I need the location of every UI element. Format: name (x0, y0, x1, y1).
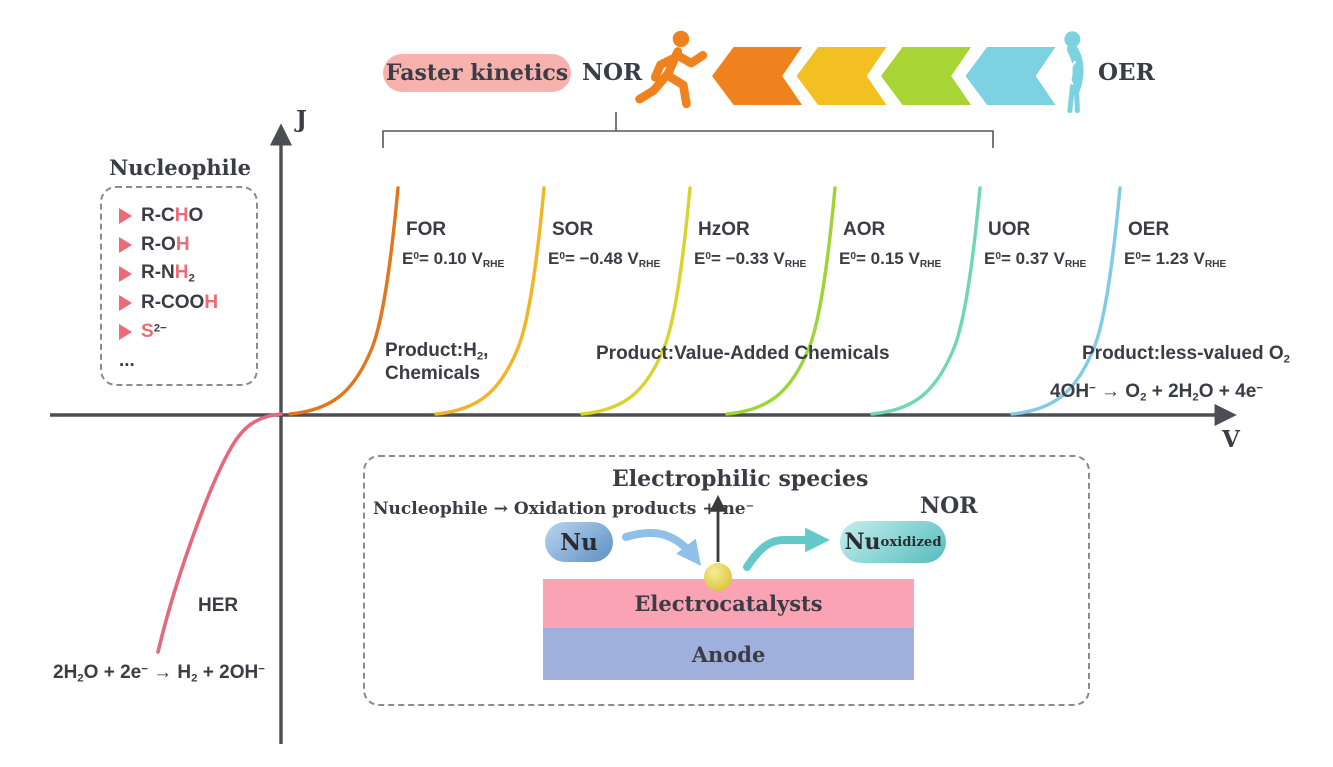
curve-name-UOR: UOR (988, 219, 1031, 240)
triangle-bullet-icon (119, 294, 132, 311)
curve-potential-OER: E0= 1.23 VRHE (1124, 249, 1227, 271)
curve-SOR (434, 186, 546, 416)
mechanism-nor-label: NOR (920, 493, 978, 519)
nu-pill: Nu (545, 522, 613, 562)
curve-potential-HzOR: E0= −0.33 VRHE (694, 249, 807, 271)
faster-kinetics-label: Faster kinetics (385, 60, 569, 86)
nucleophile-item-5: S2− (119, 317, 256, 346)
curve-potential-AOR: E0= 0.15 VRHE (839, 249, 942, 271)
her-curve (156, 412, 283, 654)
curve-FOR (288, 186, 400, 416)
catalyst-to-product-arrow (743, 527, 830, 571)
electrocatalysts-bar: Electrocatalysts (543, 579, 914, 628)
product-right: Product:less-valued O2 (1082, 343, 1291, 366)
curve-name-SOR: SOR (552, 219, 594, 240)
her-equation: 2H2O + 2e− → H2 + 2OH− (53, 662, 265, 685)
standing-person-icon (1064, 31, 1084, 114)
curve-name-FOR: FOR (406, 219, 447, 240)
curve-name-AOR: AOR (843, 219, 886, 240)
anode-label: Anode (691, 641, 766, 667)
curve-potential-UOR: E0= 0.37 VRHE (984, 249, 1087, 271)
product-left-line2: Chemicals (385, 363, 481, 384)
banner-oer-label: OER (1098, 59, 1155, 86)
curve-HzOR (580, 186, 692, 416)
triangle-bullet-icon (119, 207, 132, 224)
curve-potential-FOR: E0= 0.10 VRHE (402, 249, 505, 271)
curve-AOR (725, 186, 837, 416)
curve-potential-SOR: E0= −0.48 VRHE (548, 249, 661, 271)
curve-OER (1010, 186, 1122, 416)
her-label: HER (198, 595, 239, 616)
electrophilic-species-title: Electrophilic species (612, 466, 869, 492)
nu-to-catalyst-arrow (622, 528, 702, 566)
y-axis-label: J (296, 106, 307, 133)
curve-name-HzOR: HzOR (698, 219, 750, 240)
catalyst-active-site-ball (704, 563, 732, 591)
nucleophile-item-4: R-COOH (119, 288, 256, 317)
mechanism-reaction: Nucleophile → Oxidation products + ne− (373, 499, 755, 519)
triangle-bullet-icon (119, 265, 132, 282)
nucleophile-title: Nucleophile (109, 155, 251, 180)
triangle-bullet-icon (119, 236, 132, 253)
nucleophile-item-3: R-NH2 (119, 259, 256, 288)
x-axis-label: V (1222, 426, 1240, 453)
triangle-bullet-icon (119, 323, 132, 340)
curve-name-OER: OER (1128, 219, 1170, 240)
nucleophile-item-1: R-CHO (119, 201, 256, 230)
nu-label: Nu (560, 528, 598, 556)
anode-bar: Anode (543, 628, 914, 680)
product-left-line1: Product:H2, (385, 340, 489, 363)
oer-equation: 4OH− → O2 + 2H2O + 4e− (1050, 381, 1263, 404)
nucleophile-box: R-CHO R-OH R-NH2 R-COOH S2−... (100, 186, 258, 386)
running-person-icon (635, 30, 708, 109)
electrocatalysts-label: Electrocatalysts (634, 591, 823, 616)
nor-group-bracket (382, 130, 994, 148)
product-middle: Product:Value-Added Chemicals (596, 343, 890, 364)
banner-nor-label: NOR (582, 59, 643, 86)
nu-oxidized-pill: Nu oxidized (840, 521, 946, 563)
curve-UOR (870, 186, 982, 416)
nucleophile-item-2: R-OH (119, 230, 256, 259)
mechanism-box (363, 455, 1090, 706)
nucleophile-item-6: ... (119, 349, 135, 371)
faster-kinetics-pill: Faster kinetics (383, 54, 571, 92)
nucleophile-list: R-CHO R-OH R-NH2 R-COOH S2−... (119, 201, 256, 375)
